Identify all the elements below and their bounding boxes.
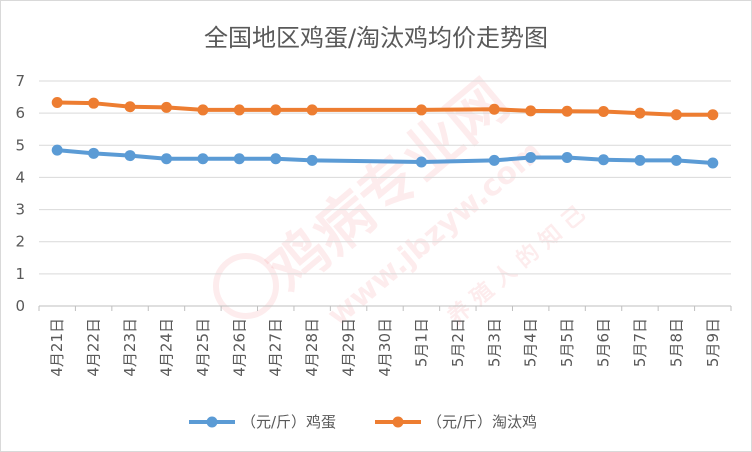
data-point <box>233 153 245 165</box>
data-point <box>51 144 63 156</box>
series-line <box>55 148 715 165</box>
data-point <box>488 103 500 115</box>
x-tick-label: 4月24日 <box>157 318 175 377</box>
x-tick-label: 5月7日 <box>631 318 649 367</box>
x-tick-label: 5月4日 <box>522 318 540 367</box>
y-tick-label: 0 <box>15 297 25 315</box>
series-1 <box>51 144 719 169</box>
y-tick-label: 3 <box>15 201 25 219</box>
data-point <box>707 109 719 121</box>
data-point <box>415 104 427 116</box>
data-point <box>270 104 282 116</box>
y-tick-label: 1 <box>15 265 25 283</box>
data-point <box>160 153 172 165</box>
legend-label: （元/斤）淘汰鸡 <box>427 413 537 431</box>
x-tick-label: 5月9日 <box>704 318 722 367</box>
data-point <box>415 156 427 168</box>
data-point <box>197 153 209 165</box>
data-point <box>670 109 682 121</box>
x-tick-label: 5月6日 <box>595 318 613 367</box>
data-point <box>561 105 573 117</box>
data-point <box>525 152 537 163</box>
x-tick-label: 4月28日 <box>303 318 321 377</box>
chart-title: 全国地区鸡蛋/淘汰鸡均价走势图 <box>204 24 548 52</box>
legend-label: （元/斤）鸡蛋 <box>241 413 336 431</box>
legend-marker <box>392 416 404 428</box>
data-point <box>634 154 646 166</box>
x-tick-labels: 4月21日 4月22日 4月23日 4月24日 4月25日 4月26日 4月27日 4月28日… <box>48 318 722 377</box>
x-tick-label: 5月2日 <box>449 318 467 367</box>
y-tick-label: 4 <box>15 168 25 186</box>
x-tick-label: 4月27日 <box>267 318 285 377</box>
data-point <box>88 97 100 109</box>
x-tick-label: 4月29日 <box>340 318 358 377</box>
y-tick-label: 6 <box>15 104 25 122</box>
data-point <box>598 154 610 166</box>
watermark-logo-icon <box>213 253 279 319</box>
x-tick-label: 5月5日 <box>558 318 576 367</box>
x-tick-label: 4月26日 <box>230 318 248 377</box>
gridlines <box>39 80 731 307</box>
data-point <box>598 106 610 118</box>
data-point <box>51 97 63 109</box>
x-tick-label: 4月25日 <box>194 318 212 377</box>
x-tick-label: 4月30日 <box>376 318 394 377</box>
data-point <box>561 152 573 163</box>
series-lines <box>51 97 719 169</box>
data-point <box>634 107 646 119</box>
y-tick-labels: 0 1 2 3 4 5 6 7 <box>15 72 25 315</box>
x-tick-label: 5月1日 <box>412 318 430 367</box>
y-tick-label: 2 <box>15 233 25 251</box>
data-point <box>488 154 500 166</box>
data-point <box>124 101 136 113</box>
data-point <box>670 154 682 166</box>
data-point <box>270 153 282 165</box>
series-line <box>55 100 715 117</box>
data-point <box>233 104 245 116</box>
y-tick-label: 5 <box>15 136 25 154</box>
x-tick-label: 5月8日 <box>667 318 685 367</box>
data-point <box>124 150 136 162</box>
data-point <box>197 104 209 116</box>
data-point <box>306 104 318 116</box>
x-tick-label: 4月22日 <box>85 318 103 377</box>
data-point <box>160 101 172 113</box>
legend: （元/斤）鸡蛋 （元/斤）淘汰鸡 <box>189 413 537 431</box>
x-tick-label: 4月21日 <box>48 318 66 377</box>
data-point <box>525 105 537 117</box>
y-tick-label: 7 <box>15 72 25 90</box>
series-2 <box>51 97 719 121</box>
data-point <box>707 157 719 169</box>
data-point <box>306 154 318 166</box>
data-point <box>88 147 100 159</box>
legend-marker <box>206 416 218 428</box>
x-tick-marks <box>38 306 732 311</box>
x-tick-label: 4月23日 <box>121 318 139 377</box>
x-tick-label: 5月3日 <box>485 318 503 367</box>
